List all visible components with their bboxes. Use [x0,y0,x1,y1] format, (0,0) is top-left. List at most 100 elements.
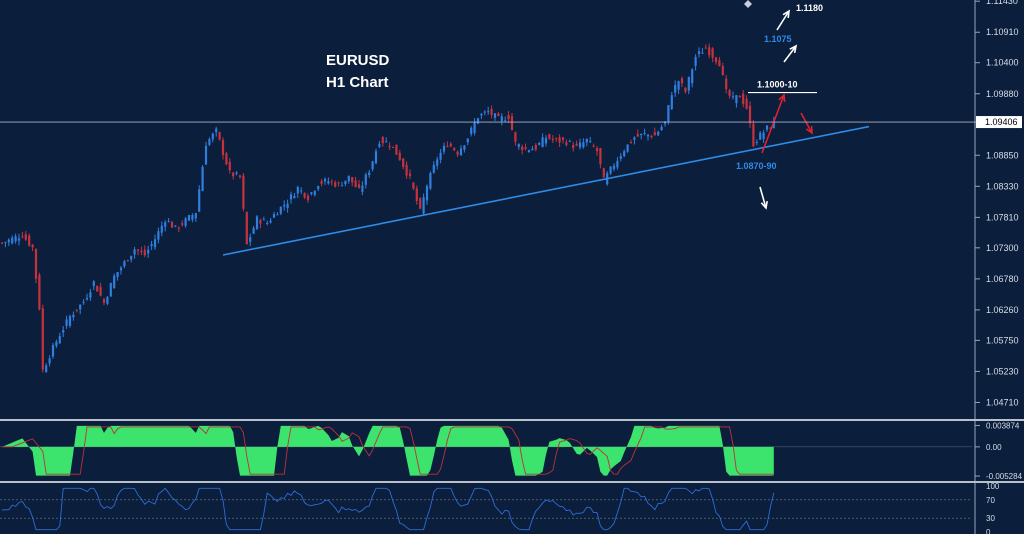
candle-body [538,142,541,145]
candle-body [629,142,633,144]
candle-body [725,78,728,90]
candle-body [320,181,323,184]
rsi-line [1,487,775,531]
candle-body [317,186,320,190]
candle-body [11,237,14,244]
oscillator-tick-label: -0.005284 [986,472,1023,481]
candle-body [99,286,102,296]
candle-body [691,69,694,84]
price-tick-label: 1.10400 [986,58,1019,68]
candle-body [337,182,340,184]
candle-body [221,140,225,155]
candle-body [147,249,150,254]
candle-body [429,172,432,189]
candle-body [228,161,231,171]
candle-body [130,255,133,260]
candle-body [204,145,208,165]
candle-body [14,236,17,242]
candle-body [133,249,136,255]
price-tick-label: 1.06780 [986,274,1019,284]
candle-body [527,150,531,152]
candle-body [245,211,248,245]
candle-body [544,137,548,144]
target-label-mid: 1.1075 [764,34,792,44]
candle-body [660,126,663,131]
candle-body [65,319,68,326]
candle-body [347,175,350,182]
candle-body [140,251,143,253]
scenario-arrow-target-high [776,10,790,31]
candle-body [459,148,463,156]
candle-body [640,133,643,136]
candle-body [534,144,537,150]
candle-body [167,221,170,223]
period-marker [744,0,752,8]
candle-body [184,218,187,226]
candle-body [599,147,602,165]
candle-body [364,174,367,185]
oscillator-signal-line [2,426,774,475]
candle-body [187,215,191,221]
candle-body [283,204,286,207]
candle-body [157,231,160,240]
candle-body [765,125,769,130]
candle-body [232,172,235,177]
candle-body [289,194,293,200]
chart-title: EURUSD [326,52,390,69]
candle-body [225,153,228,165]
candle-body [616,160,619,168]
candle-body [446,146,449,148]
candle-body [419,198,422,209]
candle-body [106,297,109,304]
candle-body [272,214,276,218]
candle-body [82,301,85,303]
candle-body [500,116,503,122]
candle-body [531,148,534,151]
candle-body [150,243,153,247]
candle-body [442,145,446,152]
candle-body [286,203,289,208]
candle-body [340,185,344,187]
candle-body [62,330,65,333]
candle-body [92,281,95,287]
candle-body [463,145,466,150]
candle-body [643,133,646,135]
candle-body [306,195,310,201]
candle-body [96,285,99,292]
candle-body [38,274,41,310]
candle-body [439,152,442,160]
candle-body [612,165,616,169]
candle-body [504,120,507,122]
candle-body [636,133,639,137]
candle-body [436,159,439,166]
candle-body [687,77,690,91]
candle-body [412,182,415,189]
candle-body [7,239,10,243]
candle-body [109,283,112,297]
current-price-label: 1.09406 [985,117,1018,127]
candle-body [160,225,163,233]
candle-body [123,261,126,267]
price-tick-label: 1.07300 [986,243,1019,253]
candle-body [483,111,486,113]
candle-body [480,113,483,116]
candle-body [507,114,510,120]
candle-body [731,96,735,98]
candle-body [55,341,58,346]
candle-body [497,113,500,117]
support-label: 1.0870-90 [736,161,777,171]
candle-body [572,144,575,149]
candle-body [334,182,337,187]
candle-body [79,304,82,310]
candle-body [68,316,72,326]
candle-body [752,123,755,147]
candle-body [623,151,626,157]
candle-body [524,147,527,149]
scenario-arrow-rejection [800,112,813,134]
candle-body [609,166,612,174]
candle-body [680,78,684,84]
candle-body [181,223,184,225]
candle-body [592,145,595,147]
candle-body [748,105,752,124]
candle-body [432,164,435,173]
